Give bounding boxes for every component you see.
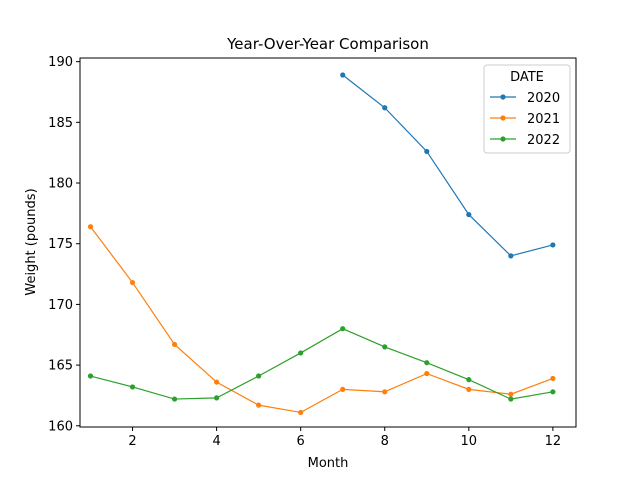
y-tick-label: 160 xyxy=(48,419,73,434)
y-tick-label: 185 xyxy=(48,116,73,131)
legend-box xyxy=(483,64,571,154)
data-point xyxy=(340,326,346,332)
y-tick-label: 170 xyxy=(48,298,73,313)
y-axis-title: Weight (pounds) xyxy=(24,188,39,295)
legend-entry-2020: 2020 xyxy=(490,91,560,106)
data-point xyxy=(256,402,262,408)
x-tick-label: 2 xyxy=(128,434,136,449)
x-tick-label: 4 xyxy=(212,434,220,449)
legend-label: 2022 xyxy=(527,133,560,148)
data-point xyxy=(550,375,556,382)
y-axis: 160 165 170 175 180 185 190 xyxy=(48,55,80,434)
series-line-2022 xyxy=(90,328,553,400)
legend-entry-2022: 2022 xyxy=(490,133,560,148)
series-2020 xyxy=(340,72,556,259)
x-tick-label: 8 xyxy=(381,434,389,449)
data-point xyxy=(466,377,472,383)
data-point xyxy=(87,373,94,379)
data-point xyxy=(129,279,136,286)
legend-label: 2020 xyxy=(527,91,560,106)
legend-marker xyxy=(500,136,506,142)
data-point xyxy=(382,344,388,350)
data-point xyxy=(87,224,94,230)
data-point xyxy=(508,253,514,259)
x-axis-title: Month xyxy=(308,456,349,471)
data-point xyxy=(382,389,388,395)
x-tick-label: 6 xyxy=(297,434,305,449)
legend-title: DATE xyxy=(510,70,544,85)
x-tick-label: 10 xyxy=(461,434,478,449)
y-tick-label: 180 xyxy=(48,177,73,192)
data-point xyxy=(424,148,430,155)
data-point xyxy=(550,389,556,395)
data-point xyxy=(508,391,514,397)
data-point xyxy=(466,211,472,218)
data-point xyxy=(508,396,514,402)
data-point xyxy=(171,396,178,402)
data-point xyxy=(298,409,304,416)
data-point xyxy=(466,386,472,392)
data-point xyxy=(340,386,346,392)
series-layer xyxy=(87,72,556,416)
data-point xyxy=(424,370,430,377)
legend-entries: 2020 2021 2022 xyxy=(490,91,560,148)
plot-area xyxy=(79,57,577,428)
axes-frame xyxy=(79,57,577,428)
series-line-2021 xyxy=(90,226,554,414)
chart-title: Year-Over-Year Comparison xyxy=(226,35,429,53)
series-2021 xyxy=(87,224,556,416)
legend-entry-2021: 2021 xyxy=(490,112,560,127)
legend: DATE 2020 2021 2022 xyxy=(483,64,571,154)
x-axis: 2 4 6 8 10 12 xyxy=(128,427,561,449)
series-line-2020 xyxy=(342,74,554,257)
data-point xyxy=(340,72,346,78)
x-tick-label: 12 xyxy=(545,434,562,449)
y-tick-label: 175 xyxy=(48,237,73,252)
data-point xyxy=(382,105,388,111)
data-point xyxy=(256,373,262,379)
data-point xyxy=(424,360,430,366)
y-tick-label: 165 xyxy=(48,359,73,374)
y-tick-label: 190 xyxy=(48,55,73,70)
data-point xyxy=(171,341,178,348)
data-point xyxy=(550,242,556,248)
data-point xyxy=(298,350,304,356)
data-point xyxy=(214,395,220,401)
legend-label: 2021 xyxy=(527,112,560,127)
series-2022 xyxy=(87,326,556,402)
legend-marker xyxy=(500,115,506,121)
data-point xyxy=(129,384,136,390)
legend-marker xyxy=(500,94,506,100)
data-point xyxy=(214,379,220,385)
